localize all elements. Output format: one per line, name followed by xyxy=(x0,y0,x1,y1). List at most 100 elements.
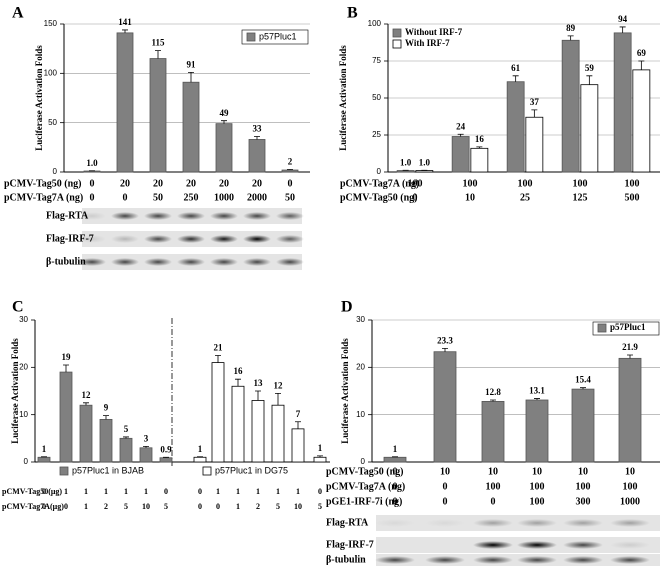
value-label: 0.9 xyxy=(160,444,172,454)
condition-label: pCMV-Tag50 (ng) xyxy=(340,192,418,203)
value-label: 16 xyxy=(475,134,485,144)
condition-value: 1 xyxy=(276,487,280,496)
condition-value: 0 xyxy=(198,502,202,511)
bar xyxy=(396,170,415,173)
error-bar xyxy=(457,133,464,137)
condition-value: 0 xyxy=(318,487,322,496)
bar xyxy=(211,362,225,463)
condition-value: 50 xyxy=(285,192,295,203)
condition-value: 1 xyxy=(236,502,240,511)
value-label: 13.1 xyxy=(529,386,545,396)
value-label: 19 xyxy=(62,352,72,362)
bar xyxy=(116,32,134,173)
value-label: 91 xyxy=(187,59,197,69)
y-tick-label: 30 xyxy=(356,315,365,324)
condition-label: pCMV-Tag7A (ng) xyxy=(340,178,419,189)
value-label: 12 xyxy=(82,390,92,400)
value-label: 1.0 xyxy=(419,157,431,167)
value-label: 69 xyxy=(637,48,647,58)
error-bar xyxy=(215,355,221,363)
blot-band xyxy=(177,235,205,243)
error-bar xyxy=(221,120,227,124)
legend-box xyxy=(592,321,660,336)
condition-value: 0 xyxy=(393,496,398,507)
y-tick-label: 0 xyxy=(377,167,382,176)
condition-label: pCMV-Tag50(μg) xyxy=(2,487,62,496)
value-label: 1.0 xyxy=(400,157,412,167)
condition-value: 1 xyxy=(216,487,220,496)
bar xyxy=(231,385,245,463)
blot-band xyxy=(78,258,106,266)
condition-value: 0 xyxy=(90,178,95,189)
bar xyxy=(383,456,407,463)
condition-value: 0 xyxy=(393,481,398,492)
condition-value: 25 xyxy=(520,192,530,203)
condition-value: 5 xyxy=(276,502,280,511)
bar xyxy=(193,456,207,463)
y-tick-label: 0 xyxy=(24,457,29,466)
bar xyxy=(139,447,153,463)
blot-band xyxy=(375,556,415,564)
bar xyxy=(580,84,599,173)
bar xyxy=(182,81,200,173)
error-bar xyxy=(580,387,586,390)
blot-band xyxy=(111,235,139,243)
bar xyxy=(433,351,457,463)
condition-value: 1 xyxy=(84,502,88,511)
value-label: 94 xyxy=(618,14,628,24)
condition-value: 5 xyxy=(124,502,128,511)
value-label: 24 xyxy=(456,121,466,131)
blot-band xyxy=(144,212,172,220)
legend-swatch xyxy=(246,32,256,42)
condition-value: 20 xyxy=(153,178,163,189)
condition-value: 1000 xyxy=(620,496,640,507)
legend-label: p57Pluc1 xyxy=(610,322,646,332)
bar xyxy=(251,400,265,463)
y-tick-label: 50 xyxy=(372,93,381,102)
blot-band xyxy=(177,258,205,266)
blot-band xyxy=(144,235,172,243)
condition-value: 20 xyxy=(186,178,196,189)
condition-value: 100 xyxy=(463,178,478,189)
blot-band xyxy=(276,212,304,220)
bar xyxy=(481,401,505,463)
condition-value: 10 xyxy=(532,466,542,477)
bar xyxy=(618,357,642,463)
condition-value: 20 xyxy=(252,178,262,189)
condition-label: pCMV-Tag7A (ng) xyxy=(4,192,83,203)
value-label: 115 xyxy=(151,38,165,48)
bar xyxy=(159,457,173,463)
condition-value: 125 xyxy=(573,192,588,203)
value-label: 89 xyxy=(566,23,576,33)
bar xyxy=(571,388,595,463)
condition-value: 0 xyxy=(413,192,418,203)
error-bar xyxy=(317,455,323,458)
value-label: 33 xyxy=(253,124,263,134)
error-bar xyxy=(143,445,149,448)
bar xyxy=(83,170,101,173)
condition-value: 0 xyxy=(216,502,220,511)
condition-value: 1 xyxy=(84,487,88,496)
blot-label: Flag-RTA xyxy=(326,517,369,528)
condition-value: 10 xyxy=(440,466,450,477)
condition-value: 10 xyxy=(142,502,150,511)
legend-label: With IRF-7 xyxy=(405,38,450,48)
value-label: 1 xyxy=(318,443,323,453)
error-bar xyxy=(627,354,633,359)
blot-band xyxy=(610,541,650,549)
bar xyxy=(271,404,285,463)
error-bar xyxy=(254,136,260,140)
y-tick-label: 30 xyxy=(19,315,28,324)
condition-label: pGE1-IRF-7i (ng) xyxy=(326,496,402,507)
condition-value: 1 xyxy=(64,487,68,496)
condition-value: 300 xyxy=(576,496,591,507)
blot-band xyxy=(276,258,304,266)
condition-value: 1 xyxy=(104,487,108,496)
bar xyxy=(59,371,73,463)
value-label: 1 xyxy=(393,444,398,454)
condition-value: 0 xyxy=(288,178,293,189)
error-bar xyxy=(122,29,128,33)
value-label: 12 xyxy=(274,380,284,390)
error-bar xyxy=(123,436,129,439)
blot-band xyxy=(375,519,415,527)
